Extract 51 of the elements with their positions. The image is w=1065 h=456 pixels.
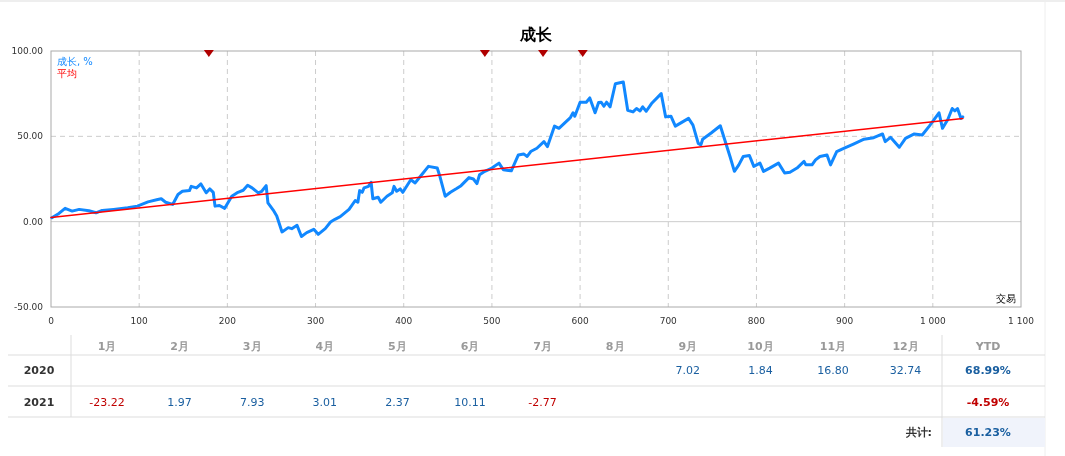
- annotation: 61.23%: [965, 426, 1011, 439]
- y-tick-label: 50.00: [17, 131, 44, 142]
- x-tick-label: 500: [483, 316, 501, 326]
- x-tick-label: 5月: [388, 340, 407, 353]
- x-tick-label: 600: [571, 316, 589, 326]
- x-tick-label: 11月: [819, 340, 847, 353]
- line-series: [50, 80, 965, 239]
- data-label: 7.02: [675, 364, 701, 377]
- x-tick-label: 12月: [892, 340, 919, 353]
- y-tick-label: 2020: [23, 364, 55, 377]
- x-axis-title: 交易: [996, 293, 1016, 304]
- x-tick-label: 700: [659, 316, 678, 326]
- x-tick-label: 800: [747, 316, 766, 326]
- x-tick-label: 3月: [242, 340, 262, 353]
- x-tick-label: 100: [130, 316, 149, 326]
- text: 成长, %: [57, 56, 93, 67]
- data-label: 16.80: [817, 364, 849, 377]
- text: 平均: [57, 68, 77, 79]
- x-tick-label: YTD: [974, 340, 1001, 353]
- x-tick-label: 9月: [678, 340, 698, 353]
- x-tick-label: 400: [395, 316, 413, 326]
- x-tick-label: 4月: [315, 340, 335, 353]
- x-tick-label: 8月: [605, 340, 625, 353]
- data-label: 1.84: [748, 364, 773, 377]
- y-tick-label: 0.00: [22, 216, 44, 227]
- x-tick-label: 0: [48, 316, 55, 326]
- data-label: 32.74: [889, 364, 922, 377]
- x-tick-label: 2月: [170, 340, 189, 353]
- x-tick-label: 7月: [533, 340, 552, 353]
- x-tick-label: 10月: [747, 340, 774, 353]
- chart-title: 成长: [519, 25, 553, 44]
- data-label: 7.93: [239, 396, 265, 409]
- data-label: 10.11: [454, 396, 486, 409]
- y-tick-label: -50.00: [13, 302, 44, 312]
- x-tick-label: 900: [836, 316, 854, 326]
- data-label: 3.01: [312, 396, 338, 409]
- x-tick-label: 1 100: [1008, 316, 1035, 326]
- data-label: -2.77: [528, 396, 557, 409]
- annotation: 共计:: [904, 426, 932, 439]
- data-label: -23.22: [89, 396, 125, 409]
- x-tick-label: 1月: [97, 340, 117, 353]
- data-label: -4.59%: [966, 396, 1010, 409]
- data-label: 68.99%: [965, 364, 1011, 377]
- x-tick-label: 6月: [460, 340, 480, 353]
- y-tick-label: 100.00: [11, 46, 44, 56]
- x-tick-label: 200: [218, 316, 237, 326]
- y-tick-label: 2021: [23, 396, 55, 409]
- data-label: 1.97: [167, 396, 192, 409]
- x-tick-label: 300: [306, 316, 325, 326]
- data-label: 2.37: [385, 396, 410, 409]
- x-tick-label: 1 000: [919, 316, 946, 326]
